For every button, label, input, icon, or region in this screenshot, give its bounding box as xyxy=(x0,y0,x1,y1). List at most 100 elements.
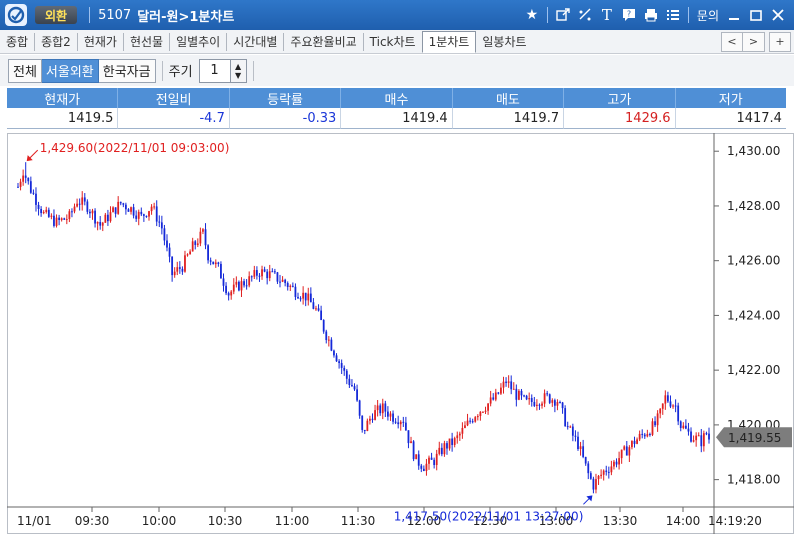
candle-body xyxy=(284,279,287,284)
candle-body xyxy=(181,268,184,272)
candle-body xyxy=(610,466,613,473)
candle-body xyxy=(541,403,543,406)
candle-body xyxy=(250,276,253,278)
candle-body xyxy=(643,434,646,437)
tab-3[interactable]: 현선물 xyxy=(122,32,169,51)
candle-body xyxy=(196,243,199,245)
candle-body xyxy=(458,433,461,436)
tab-prev-button[interactable]: < xyxy=(721,31,743,52)
segment-button-1[interactable]: 서울외환 xyxy=(41,58,99,83)
candle-body xyxy=(664,395,667,404)
title-bar: 외환 5107 달러-원>1분차트 ★ T ? 문의 xyxy=(0,0,794,30)
tab-7[interactable]: Tick차트 xyxy=(362,32,422,51)
inquiry-menu[interactable]: 문의 xyxy=(696,8,719,23)
candle-body xyxy=(58,217,61,221)
candle-body xyxy=(546,393,549,395)
candle-body xyxy=(261,269,263,277)
quote-value-3: 1419.4 xyxy=(341,108,453,129)
candle-body xyxy=(659,408,662,414)
y-tick-label: 1,430.00 xyxy=(727,144,780,158)
candle-body xyxy=(245,285,248,287)
candle-body xyxy=(700,435,703,447)
candle-body xyxy=(623,446,626,450)
minimize-icon[interactable] xyxy=(724,5,744,25)
candle-body xyxy=(83,197,86,202)
candle-body xyxy=(661,403,664,409)
chart-area[interactable]: 1,418.00 1,420.00 1,422.00 1,424.00 1,426.00… xyxy=(7,133,794,534)
up-arrow-icon[interactable]: ▲ xyxy=(234,61,242,71)
candle-body xyxy=(649,434,651,436)
candle-body xyxy=(325,331,328,341)
tab-5[interactable]: 시간대별 xyxy=(226,32,283,51)
candle-body xyxy=(166,240,168,248)
candle-body xyxy=(238,281,240,291)
tab-next-button[interactable]: > xyxy=(743,31,765,52)
candlestick-chart[interactable]: 1,418.001,420.001,422.001,424.001,426.00… xyxy=(7,133,794,534)
candle-body xyxy=(227,293,230,296)
candle-body xyxy=(281,279,284,282)
candle-body xyxy=(397,422,400,425)
tab-8[interactable]: 1분차트 xyxy=(421,30,477,53)
filter-separator xyxy=(161,60,163,81)
candle-body xyxy=(112,207,114,213)
candle-body xyxy=(340,363,343,368)
tab-2[interactable]: 현재가 xyxy=(76,32,123,51)
link-out-icon[interactable] xyxy=(553,5,573,25)
candle-body xyxy=(348,378,351,386)
star-icon[interactable]: ★ xyxy=(525,7,539,23)
period-value[interactable]: 1 xyxy=(210,63,219,78)
candle-body xyxy=(202,229,204,232)
candle-body xyxy=(559,402,561,404)
candle-body xyxy=(500,387,502,394)
segment-button-2[interactable]: 한국자금 xyxy=(98,58,156,83)
period-stepper[interactable]: 1 ▲ ▼ xyxy=(198,58,247,83)
candle-body xyxy=(579,446,582,450)
x-tick-label: 12:30 xyxy=(473,514,508,528)
tab-6[interactable]: 주요환율비교 xyxy=(283,32,362,51)
quote-header-0: 현재가 xyxy=(7,88,119,108)
down-arrow-icon[interactable]: ▼ xyxy=(234,70,242,80)
candle-body xyxy=(338,361,340,364)
candle-body xyxy=(530,398,533,402)
segment-button-0[interactable]: 전체 xyxy=(8,58,42,83)
candle-body xyxy=(307,293,310,301)
candle-body xyxy=(376,405,379,411)
candle-body xyxy=(497,392,500,394)
candle-body xyxy=(176,267,179,272)
candle-body xyxy=(55,217,58,226)
candle-body xyxy=(327,339,330,341)
candle-body xyxy=(299,298,302,300)
text-size-icon[interactable]: T xyxy=(601,6,612,24)
candle-body xyxy=(207,245,209,261)
candle-body xyxy=(695,435,698,441)
tab-add-button[interactable]: + xyxy=(769,31,791,52)
candle-body xyxy=(399,421,402,425)
tab-4[interactable]: 일별추이 xyxy=(169,32,226,51)
candle-body xyxy=(212,261,215,265)
candle-body xyxy=(220,263,222,279)
filter-separator xyxy=(252,60,254,81)
candle-body xyxy=(294,286,297,297)
candle-body xyxy=(502,381,505,388)
quote-value-6: 1417.4 xyxy=(675,108,786,129)
tab-1[interactable]: 종합2 xyxy=(34,32,77,51)
candle-body xyxy=(358,400,361,416)
help-icon[interactable]: ? xyxy=(619,5,639,25)
candle-body xyxy=(37,204,40,209)
print-icon[interactable] xyxy=(641,5,661,25)
tab-9[interactable]: 일봉차트 xyxy=(482,35,527,49)
tab-0[interactable]: 종합 xyxy=(6,35,29,49)
y-tick-label: 1,422.00 xyxy=(727,363,780,377)
period-arrows[interactable]: ▲ ▼ xyxy=(229,59,246,82)
list-icon[interactable] xyxy=(663,5,683,25)
link-icon[interactable] xyxy=(575,5,595,25)
candle-body xyxy=(330,339,333,351)
candle-body xyxy=(666,395,669,402)
candle-body xyxy=(68,211,71,220)
chart-frame xyxy=(7,133,794,534)
candle-body xyxy=(297,296,299,299)
candle-body xyxy=(361,415,364,430)
close-icon[interactable] xyxy=(768,5,788,25)
candle-body xyxy=(369,418,371,421)
maximize-icon[interactable] xyxy=(746,5,766,25)
